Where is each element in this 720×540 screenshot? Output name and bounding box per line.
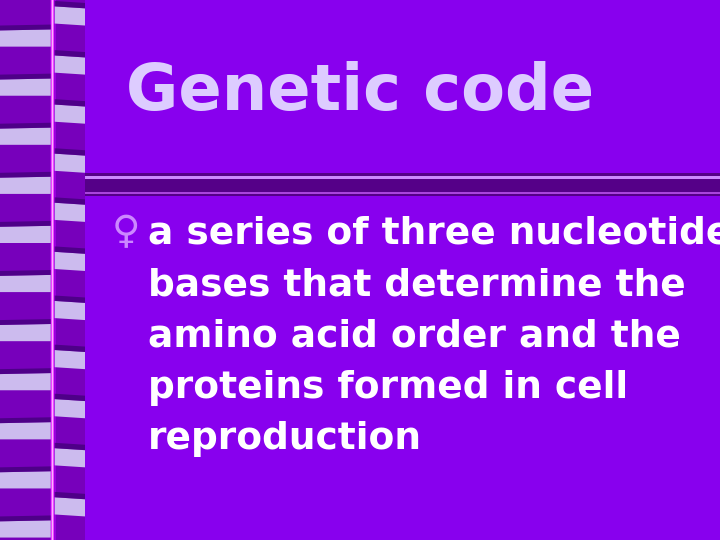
- Text: Genetic code: Genetic code: [126, 61, 594, 123]
- Polygon shape: [55, 1, 85, 8]
- Polygon shape: [0, 30, 50, 46]
- Polygon shape: [55, 99, 85, 106]
- Polygon shape: [0, 324, 50, 341]
- Polygon shape: [55, 105, 85, 124]
- Text: a series of three nucleotide: a series of three nucleotide: [148, 216, 720, 252]
- Polygon shape: [0, 521, 50, 537]
- Polygon shape: [0, 127, 50, 145]
- Polygon shape: [0, 226, 50, 243]
- Polygon shape: [0, 467, 50, 472]
- Text: reproduction: reproduction: [148, 421, 422, 457]
- Polygon shape: [55, 197, 85, 205]
- Polygon shape: [55, 50, 85, 57]
- Bar: [85, 173, 720, 195]
- Polygon shape: [0, 275, 50, 292]
- Polygon shape: [0, 417, 50, 423]
- Text: ♀: ♀: [112, 213, 140, 251]
- Polygon shape: [0, 368, 50, 374]
- Bar: [51, 0, 54, 540]
- Polygon shape: [0, 471, 50, 489]
- Polygon shape: [55, 252, 85, 271]
- FancyBboxPatch shape: [0, 0, 85, 540]
- Polygon shape: [0, 516, 50, 521]
- Bar: [85, 176, 720, 179]
- Polygon shape: [0, 123, 50, 129]
- Text: proteins formed in cell: proteins formed in cell: [148, 370, 628, 406]
- Polygon shape: [55, 154, 85, 173]
- Bar: [50, 0, 55, 540]
- Polygon shape: [55, 443, 85, 450]
- Polygon shape: [0, 270, 50, 276]
- Polygon shape: [0, 73, 50, 79]
- Polygon shape: [0, 221, 50, 227]
- Polygon shape: [55, 345, 85, 352]
- Polygon shape: [0, 24, 50, 30]
- Polygon shape: [55, 295, 85, 303]
- Polygon shape: [55, 301, 85, 320]
- Polygon shape: [0, 422, 50, 440]
- Polygon shape: [55, 350, 85, 369]
- Polygon shape: [55, 56, 85, 75]
- Polygon shape: [55, 246, 85, 254]
- Polygon shape: [0, 172, 50, 178]
- Polygon shape: [55, 492, 85, 500]
- Polygon shape: [55, 148, 85, 156]
- Polygon shape: [55, 497, 85, 516]
- Polygon shape: [55, 394, 85, 401]
- Polygon shape: [55, 6, 85, 25]
- Text: bases that determine the: bases that determine the: [148, 267, 685, 303]
- Polygon shape: [0, 373, 50, 390]
- Polygon shape: [55, 202, 85, 222]
- Polygon shape: [55, 399, 85, 418]
- Text: amino acid order and the: amino acid order and the: [148, 319, 680, 355]
- Bar: [85, 192, 720, 194]
- Polygon shape: [0, 78, 50, 96]
- Polygon shape: [0, 319, 50, 325]
- Polygon shape: [0, 177, 50, 194]
- Polygon shape: [55, 448, 85, 467]
